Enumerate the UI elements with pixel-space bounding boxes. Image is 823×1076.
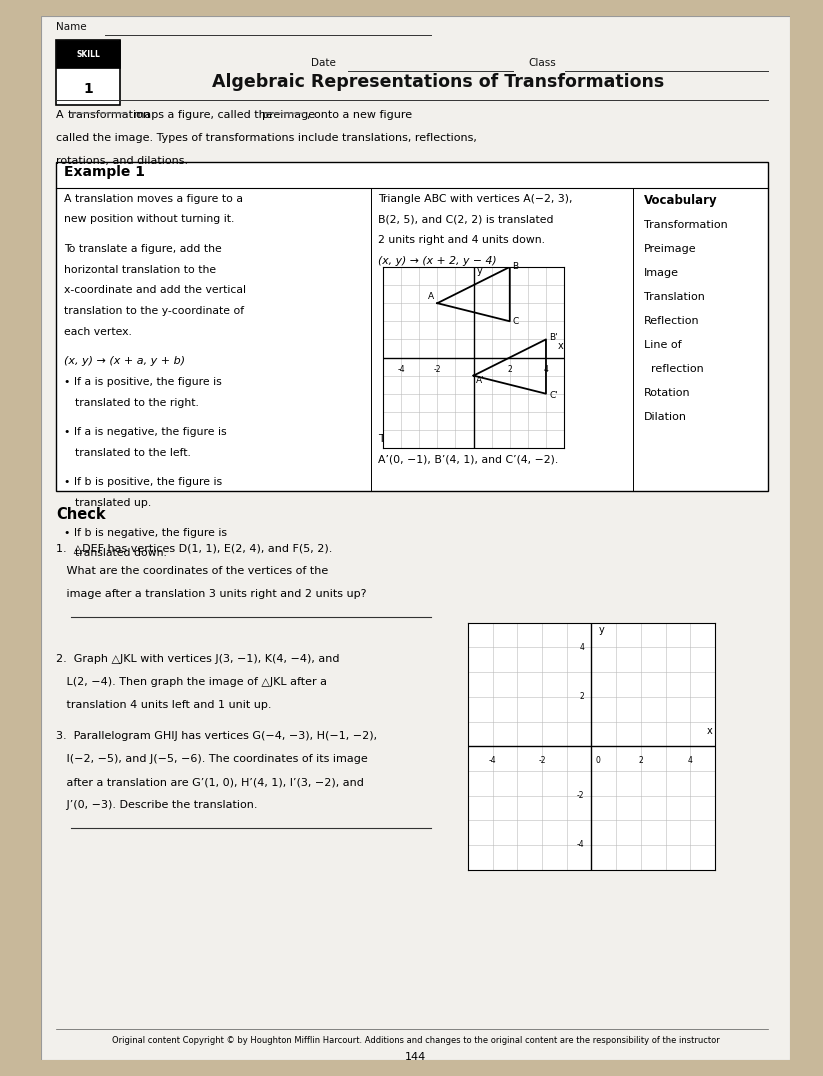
Text: 4: 4: [579, 643, 584, 652]
Text: translation 4 units left and 1 unit up.: translation 4 units left and 1 unit up.: [56, 699, 272, 710]
Text: -4: -4: [576, 840, 584, 849]
Text: I(−2, −5), and J(−5, −6). The coordinates of its image: I(−2, −5), and J(−5, −6). The coordinate…: [56, 754, 368, 764]
Text: A translation moves a figure to a: A translation moves a figure to a: [63, 194, 243, 203]
Text: B(2, 5), and C(2, 2) is translated: B(2, 5), and C(2, 2) is translated: [378, 214, 554, 225]
Text: 2 units right and 4 units down.: 2 units right and 4 units down.: [378, 236, 545, 245]
FancyBboxPatch shape: [56, 162, 768, 491]
Text: Vocabulary: Vocabulary: [644, 194, 718, 207]
Text: new position without turning it.: new position without turning it.: [63, 214, 234, 225]
Text: after a translation are G’(1, 0), H’(4, 1), I’(3, −2), and: after a translation are G’(1, 0), H’(4, …: [56, 777, 364, 787]
Text: Reflection: Reflection: [644, 315, 700, 326]
Text: A': A': [477, 376, 485, 384]
Text: SKILL: SKILL: [76, 49, 100, 59]
Text: B: B: [513, 263, 518, 271]
Text: preimage: preimage: [262, 110, 315, 121]
Text: C: C: [513, 316, 518, 326]
Text: 2: 2: [579, 692, 584, 702]
FancyBboxPatch shape: [56, 40, 120, 104]
Text: What are the coordinates of the vertices of the: What are the coordinates of the vertices…: [56, 566, 328, 576]
Text: 1.  △DEF has vertices D(1, 1), E(2, 4), and F(5, 2).: 1. △DEF has vertices D(1, 1), E(2, 4), a…: [56, 543, 332, 553]
Text: Name: Name: [56, 22, 86, 32]
Text: • If b is positive, the figure is: • If b is positive, the figure is: [63, 478, 221, 487]
Text: translated up.: translated up.: [75, 498, 151, 508]
Text: C': C': [550, 391, 558, 400]
Text: y: y: [477, 266, 483, 275]
Text: Line of: Line of: [644, 340, 681, 350]
Text: Check: Check: [56, 507, 105, 522]
Text: Triangle ABC with vertices A(−2, 3),: Triangle ABC with vertices A(−2, 3),: [378, 194, 573, 203]
Text: Date: Date: [311, 58, 336, 69]
Text: • If a is negative, the figure is: • If a is negative, the figure is: [63, 427, 226, 437]
Text: • If b is negative, the figure is: • If b is negative, the figure is: [63, 527, 226, 538]
Text: Preimage: Preimage: [644, 243, 696, 254]
Text: transformation: transformation: [67, 110, 151, 121]
Text: maps a figure, called the: maps a figure, called the: [129, 110, 276, 121]
Text: called the image. Types of transformations include translations, reflections,: called the image. Types of transformatio…: [56, 133, 477, 143]
Text: 4: 4: [688, 756, 693, 765]
Text: , onto a new figure: , onto a new figure: [307, 110, 412, 121]
Text: Image: Image: [644, 268, 679, 278]
Text: x: x: [707, 726, 713, 736]
Text: -4: -4: [489, 756, 496, 765]
Text: Original content Copyright © by Houghton Mifflin Harcourt. Additions and changes: Original content Copyright © by Houghton…: [112, 1036, 719, 1045]
Text: L(2, −4). Then graph the image of △JKL after a: L(2, −4). Then graph the image of △JKL a…: [56, 677, 327, 686]
Text: translated to the left.: translated to the left.: [75, 449, 191, 458]
Text: A: A: [56, 110, 67, 121]
Text: Dilation: Dilation: [644, 412, 687, 422]
Text: A’(0, −1), B’(4, 1), and C’(4, −2).: A’(0, −1), B’(4, 1), and C’(4, −2).: [378, 454, 559, 465]
Text: B': B': [550, 334, 558, 342]
Text: x-coordinate and add the vertical: x-coordinate and add the vertical: [63, 285, 245, 296]
Text: horizontal translation to the: horizontal translation to the: [63, 265, 216, 274]
Text: translation to the y-coordinate of: translation to the y-coordinate of: [63, 307, 244, 316]
Text: -2: -2: [538, 756, 546, 765]
Text: 1: 1: [83, 82, 93, 96]
Text: 0: 0: [595, 756, 600, 765]
Text: reflection: reflection: [644, 364, 704, 373]
Text: -2: -2: [577, 791, 584, 801]
Text: translated down.: translated down.: [75, 549, 167, 558]
FancyBboxPatch shape: [41, 16, 790, 1060]
FancyBboxPatch shape: [56, 40, 120, 69]
Text: Translation: Translation: [644, 292, 705, 301]
Text: -4: -4: [398, 365, 405, 373]
Text: (x, y) → (x + 2, y − 4): (x, y) → (x + 2, y − 4): [378, 256, 497, 266]
Text: -2: -2: [434, 365, 441, 373]
Text: 4: 4: [543, 365, 548, 373]
Text: Class: Class: [528, 58, 556, 69]
Text: each vertex.: each vertex.: [63, 327, 132, 337]
Text: Rotation: Rotation: [644, 387, 690, 398]
Text: A: A: [428, 293, 434, 301]
Text: x: x: [558, 341, 563, 351]
Text: translated to the right.: translated to the right.: [75, 398, 198, 408]
Text: 2.  Graph △JKL with vertices J(3, −1), K(4, −4), and: 2. Graph △JKL with vertices J(3, −1), K(…: [56, 654, 340, 664]
Text: J’(0, −3). Describe the translation.: J’(0, −3). Describe the translation.: [56, 799, 258, 810]
Text: image after a translation 3 units right and 2 units up?: image after a translation 3 units right …: [56, 590, 366, 599]
Text: 2: 2: [508, 365, 512, 373]
Text: Example 1: Example 1: [63, 166, 145, 180]
Text: To translate a figure, add the: To translate a figure, add the: [63, 243, 221, 254]
Text: The coordinates of the image are: The coordinates of the image are: [378, 434, 560, 443]
Text: • If a is positive, the figure is: • If a is positive, the figure is: [63, 378, 221, 387]
Text: Algebraic Representations of Transformations: Algebraic Representations of Transformat…: [212, 73, 664, 91]
Text: 2: 2: [639, 756, 644, 765]
Text: rotations, and dilations.: rotations, and dilations.: [56, 156, 188, 166]
Text: Transformation: Transformation: [644, 220, 728, 229]
Text: y: y: [599, 625, 605, 635]
Text: (x, y) → (x + a, y + b): (x, y) → (x + a, y + b): [63, 356, 184, 367]
Text: 144: 144: [405, 1051, 426, 1062]
Text: 3.  Parallelogram GHIJ has vertices G(−4, −3), H(−1, −2),: 3. Parallelogram GHIJ has vertices G(−4,…: [56, 731, 377, 741]
